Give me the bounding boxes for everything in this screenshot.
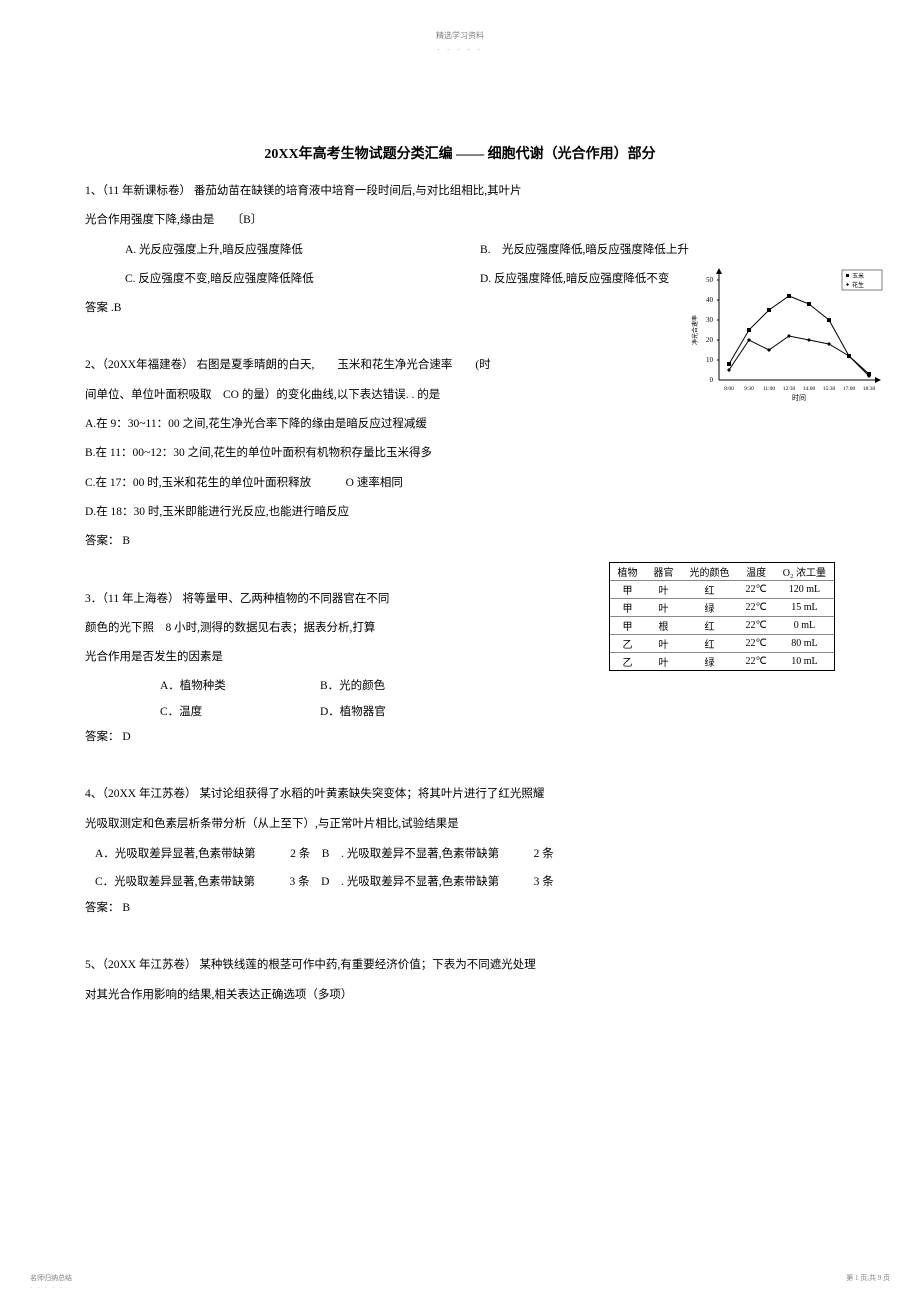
table-header-row: 植物 器官 光的颜色 温度 O₂ 浓工量	[610, 563, 834, 581]
svg-text:净光合速率: 净光合速率	[691, 315, 699, 345]
q3-line2: 颜色的光下照 8 小时,测得的数据见右表；据表分析,打算	[85, 616, 645, 641]
header-text: 精选学习资料	[85, 30, 835, 41]
table-header: 器官	[646, 563, 682, 581]
table-header: 光的颜色	[682, 563, 738, 581]
q3-line1: 3．（11 年上海卷） 将等量甲、乙两种植物的不同器官在不同	[85, 587, 645, 612]
q2-answer: 答案： B	[85, 529, 645, 554]
svg-text:14:00: 14:00	[803, 386, 816, 392]
svg-text:17:00: 17:00	[843, 386, 856, 392]
svg-text:12:30: 12:30	[783, 386, 796, 392]
q4-line1: 4、（20XX 年江苏卷） 某讨论组获得了水稻的叶黄素缺失突变体；将其叶片进行了…	[85, 782, 835, 807]
svg-text:9:30: 9:30	[744, 386, 754, 392]
svg-text:玉米: 玉米	[852, 272, 864, 280]
q2-option-b: B.在 11：00~12：30 之间,花生的单位叶面积有机物积存量比玉米得多	[85, 441, 645, 466]
q4-line2: 光吸取测定和色素层析条带分析（从上至下）,与正常叶片相比,试验结果是	[85, 812, 835, 837]
q1-option-a: A. 光反应强度上升,暗反应强度降低	[125, 238, 480, 263]
q3-option-a: A．植物种类	[160, 674, 320, 699]
q2-option-a: A.在 9：30~11：00 之间,花生净光合率下降的缘由是暗反应过程减缓	[85, 412, 645, 437]
q3-answer: 答案： D	[85, 725, 835, 750]
data-table-container: 植物 器官 光的颜色 温度 O₂ 浓工量 甲叶红22℃120 mL 甲叶绿22℃…	[609, 562, 835, 671]
table-row: 甲叶绿22℃15 mL	[610, 599, 834, 617]
svg-text:花生: 花生	[852, 281, 864, 289]
q2-line1: 2、（20XX年福建卷） 右图是夏季晴朗的白天, 玉米和花生净光合速率 (时	[85, 353, 645, 378]
q4-option-cd: C．光吸取差异显著,色素带缺第 3 条 D . 光吸取差异不显著,色素带缺第 3…	[95, 869, 835, 897]
q3-option-b: B．光的颜色	[320, 674, 480, 699]
table-row: 乙叶绿22℃10 mL	[610, 653, 834, 671]
svg-text:20: 20	[706, 336, 714, 344]
q1-stem-line1: 1、（11 年新课标卷） 番茄幼苗在缺镁的培育液中培育一段时间后,与对比组相比,…	[85, 179, 835, 204]
svg-text:50: 50	[706, 276, 714, 284]
svg-text:0: 0	[710, 376, 714, 384]
svg-text:10: 10	[706, 356, 714, 364]
footer-left: 名师归纳总结	[30, 1273, 72, 1283]
footer-left-sub: - - - - -	[30, 1285, 64, 1291]
q1-option-c: C. 反应强度不变,暗反应强度降低降低	[125, 267, 480, 292]
svg-text:30: 30	[706, 316, 714, 324]
q3-option-c: C．温度	[160, 700, 320, 725]
svg-text:时间: 时间	[792, 393, 806, 402]
q1-stem-line2: 光合作用强度下降,缘由是 〔B〕	[85, 208, 835, 233]
document-title: 20XX年高考生物试题分类汇编 —— 细胞代谢（光合作用）部分	[85, 143, 835, 163]
table-row: 甲根红22℃0 mL	[610, 617, 834, 635]
table-header: 植物	[610, 563, 646, 581]
svg-text:40: 40	[706, 296, 714, 304]
q4-answer: 答案： B	[85, 896, 835, 921]
q3-option-d: D．植物器官	[320, 700, 480, 725]
svg-text:11:00: 11:00	[763, 386, 776, 392]
line-chart: 0 10 20 30 40 50 8:00 9:30 11:00 1	[687, 260, 885, 410]
q2-line2: 间单位、单位叶面积吸取 CO 的量）的变化曲线,以下表达错误. . 的是	[85, 383, 645, 408]
data-table: 植物 器官 光的颜色 温度 O₂ 浓工量 甲叶红22℃120 mL 甲叶绿22℃…	[610, 563, 834, 670]
table-row: 乙叶红22℃80 mL	[610, 635, 834, 653]
svg-text:15:30: 15:30	[823, 386, 836, 392]
table-header: O₂ 浓工量	[775, 563, 834, 581]
svg-text:18:30: 18:30	[863, 386, 876, 392]
q3-line3: 光合作用是否发生的因素是	[85, 645, 645, 670]
svg-text:8:00: 8:00	[724, 386, 734, 392]
q2-option-d: D.在 18：30 时,玉米即能进行光反应,也能进行暗反应	[85, 500, 645, 525]
table-header: 温度	[738, 563, 775, 581]
q5-line2: 对其光合作用影响的结果,相关表达正确选项（多项）	[85, 983, 835, 1008]
q2-option-c: C.在 17：00 时,玉米和花生的单位叶面积释放 O 速率相同	[85, 471, 645, 496]
header-dashes: - - - - -	[85, 45, 835, 53]
q4-option-ab: A．光吸取差异显著,色素带缺第 2 条 B . 光吸取差异不显著,色素带缺第 2…	[95, 841, 835, 869]
footer-right: 第 1 页,共 9 页	[846, 1273, 890, 1283]
q5-line1: 5、（20XX 年江苏卷） 某种铁线莲的根茎可作中药,有重要经济价值；下表为不同…	[85, 953, 835, 978]
table-row: 甲叶红22℃120 mL	[610, 581, 834, 599]
